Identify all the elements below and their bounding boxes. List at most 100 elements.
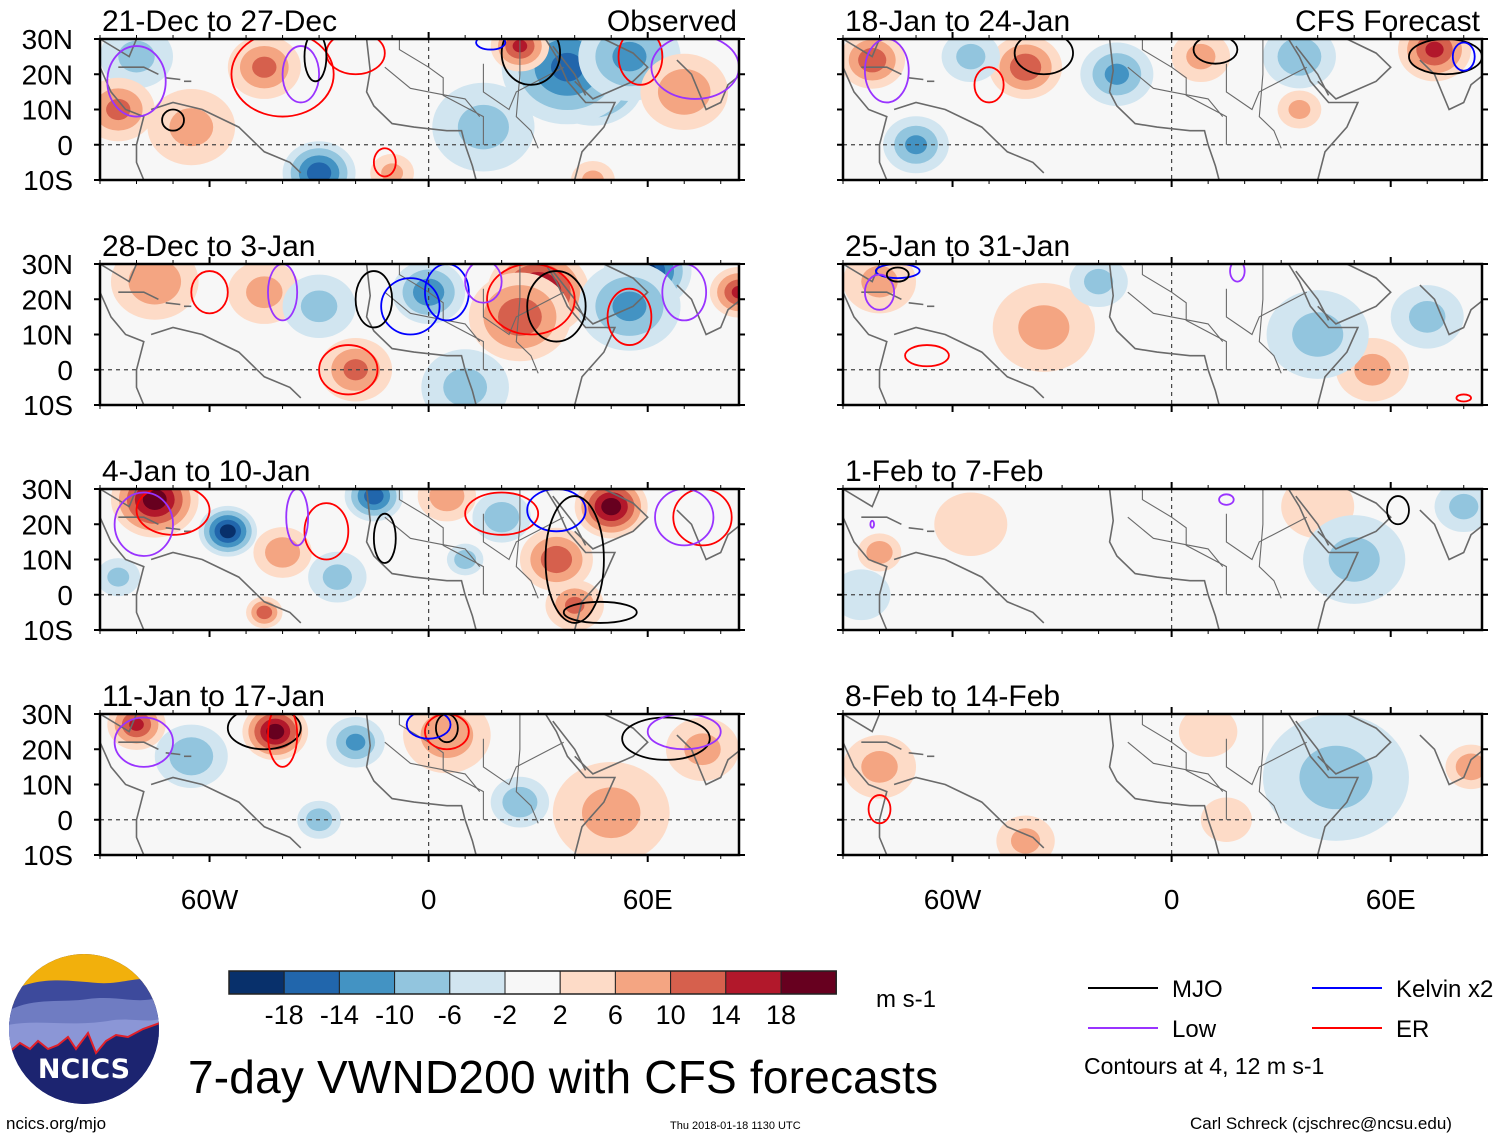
contour-er xyxy=(190,270,229,315)
coastline xyxy=(560,489,649,550)
anomaly-blob xyxy=(1425,41,1444,58)
anomaly-blob xyxy=(1010,828,1041,854)
colorbar-swatch xyxy=(394,970,451,995)
y-tick-label: 30N xyxy=(22,474,73,505)
coastline xyxy=(150,326,302,399)
anomaly-blob xyxy=(265,537,301,568)
country-border xyxy=(1258,39,1282,149)
colorbar-tick-label: -18 xyxy=(265,1000,304,1030)
contour-low xyxy=(1218,493,1235,506)
anomaly-blob xyxy=(118,40,155,73)
colorbar-swatch xyxy=(449,970,506,995)
contour-mjo xyxy=(544,495,605,624)
source-url[interactable]: ncics.org/mjo xyxy=(6,1114,107,1133)
coastline xyxy=(1287,39,1360,180)
coastline xyxy=(544,39,617,180)
panel-title: 11-Jan to 17-Jan xyxy=(102,680,325,713)
y-tick-label: 0 xyxy=(57,580,73,611)
country-border xyxy=(1127,741,1224,792)
anomaly-blob xyxy=(657,69,711,115)
contour-mjo xyxy=(1408,39,1482,76)
coastline xyxy=(843,291,888,405)
contour-er xyxy=(867,794,892,825)
contour-er xyxy=(318,344,379,396)
contour-kelvin xyxy=(526,489,587,533)
contour-mjo xyxy=(354,270,394,329)
contour-note: Contours at 4, 12 m s-1 xyxy=(1084,1053,1324,1079)
legend-label: Kelvin x2 xyxy=(1396,976,1493,1003)
coastline xyxy=(365,489,477,630)
anomaly-blob xyxy=(956,43,986,70)
credit: Carl Schreck (cjschrec@ncsu.edu) xyxy=(1190,1114,1452,1133)
coastline xyxy=(150,551,302,624)
panel-p1: 30N 20N 10N 0 10S 21-Dec to 27-Dec Observed xyxy=(22,5,745,196)
coastline xyxy=(1303,264,1392,325)
coastline xyxy=(150,101,302,174)
panel-title: 8-Feb to 14-Feb xyxy=(845,680,1060,713)
logo-text: NCICS xyxy=(38,1054,130,1085)
country-border xyxy=(384,741,481,792)
anomaly-blob xyxy=(843,569,891,621)
coastline xyxy=(1303,714,1392,775)
coastline xyxy=(100,39,138,58)
contour-legend: MJO Kelvin x2 Low ER xyxy=(1088,976,1493,1043)
contour-low xyxy=(869,519,875,529)
coastline xyxy=(118,66,159,76)
coastline xyxy=(843,39,881,58)
contour-mjo xyxy=(303,39,328,83)
country-border xyxy=(1127,66,1224,117)
coastline xyxy=(1287,714,1360,855)
coastline xyxy=(118,516,159,526)
coastline xyxy=(100,291,145,405)
anomaly-blob xyxy=(443,368,488,405)
contour-low xyxy=(1229,264,1246,283)
colorbar-swatch xyxy=(559,970,616,995)
coastline xyxy=(165,77,181,81)
y-tick-label: 10N xyxy=(22,770,73,801)
country-border xyxy=(1141,264,1227,370)
coastline xyxy=(1287,264,1360,405)
contour-mjo xyxy=(1013,39,1074,76)
contour-er xyxy=(230,39,335,118)
y-tick-label: 10S xyxy=(23,615,73,646)
coastline xyxy=(676,39,739,111)
coastline xyxy=(908,77,924,81)
panel-title: 4-Jan to 10-Jan xyxy=(102,455,310,488)
legend-label: Low xyxy=(1172,1016,1217,1043)
coastline xyxy=(843,489,881,508)
anomaly-blob xyxy=(498,297,542,336)
coastline xyxy=(1419,714,1482,786)
coastline xyxy=(544,714,617,855)
ncics-logo: NCICS xyxy=(9,954,159,1104)
panel-p4: 30N 20N 10N 0 10S 11-Jan to 17-Jan 60W 0 60E xyxy=(22,680,745,915)
colorbar: -18 -14 -10 -6 -2 2 6 10 14 18 xyxy=(228,970,837,1030)
coastline xyxy=(100,66,145,180)
x-tick-label: 60W xyxy=(924,884,982,915)
country-border xyxy=(515,264,539,374)
coastline xyxy=(560,714,649,775)
coastline xyxy=(100,516,145,630)
y-tick-label: 10S xyxy=(23,840,73,871)
colorbar-tick-label: 2 xyxy=(553,1000,568,1030)
coastline xyxy=(118,291,159,301)
contour-low xyxy=(106,45,167,118)
coastline xyxy=(1287,489,1360,630)
panel-body xyxy=(843,264,1482,405)
contour-mjo xyxy=(161,108,185,132)
anomaly-blob xyxy=(934,492,1008,556)
country-border xyxy=(1258,714,1282,824)
coastline xyxy=(861,66,902,76)
colorbar-tick-label: -14 xyxy=(320,1000,359,1030)
coastline xyxy=(1419,264,1482,336)
contour-low xyxy=(113,716,174,768)
colorbar-swatch xyxy=(504,970,561,995)
coastline xyxy=(100,264,138,283)
coastline xyxy=(1303,39,1392,100)
panel-body xyxy=(843,39,1482,180)
x-tick-label: 60E xyxy=(623,884,673,915)
panel-body xyxy=(843,489,1482,630)
y-tick-label: 30N xyxy=(22,24,73,55)
anomaly-blob xyxy=(1178,714,1238,757)
anomaly-blob xyxy=(107,567,130,587)
